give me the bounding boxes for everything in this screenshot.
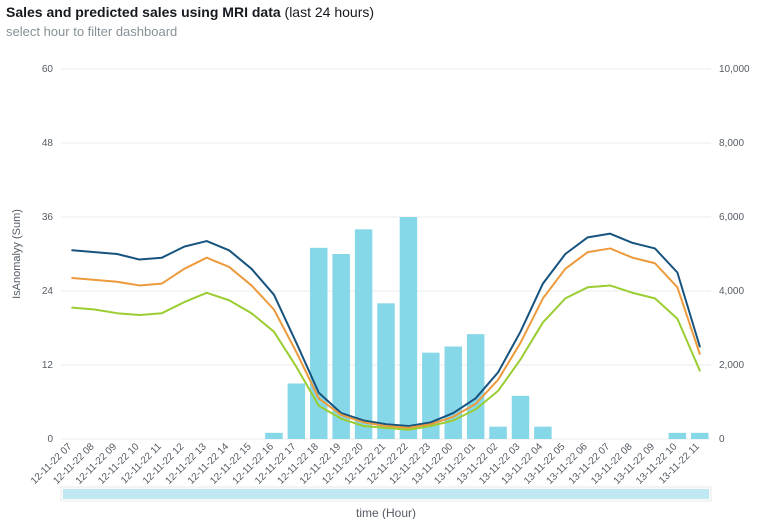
x-axis-label: time (Hour) <box>356 506 416 519</box>
chart-title: Sales and predicted sales using MRI data… <box>6 4 755 22</box>
y-right-tick: 2,000 <box>719 360 744 371</box>
bar[interactable] <box>288 384 305 440</box>
y-left-tick: 0 <box>47 434 53 445</box>
y-left-tick: 12 <box>42 360 54 371</box>
y-left-tick: 36 <box>42 212 54 223</box>
bar[interactable] <box>265 433 282 439</box>
y-right-tick: 10,000 <box>719 64 750 75</box>
y-left-tick: 48 <box>42 138 54 149</box>
bar[interactable] <box>445 347 462 440</box>
y-right-tick: 6,000 <box>719 212 744 223</box>
bar[interactable] <box>355 229 372 439</box>
bar[interactable] <box>489 427 506 439</box>
bar[interactable] <box>467 334 484 439</box>
chart-title-main: Sales and predicted sales using MRI data <box>6 4 281 20</box>
bar[interactable] <box>691 433 708 439</box>
chart-canvas[interactable]: 0 12 24 36 48 60 0 2,000 4,000 6,000 8,000 10,000 12… <box>6 39 755 519</box>
bar[interactable] <box>512 396 529 439</box>
bar[interactable] <box>534 427 551 439</box>
y-right-tick: 8,000 <box>719 138 744 149</box>
bar[interactable] <box>400 217 417 439</box>
y-right-tick: 0 <box>719 434 725 445</box>
y-left-label: IsAnomalyy (Sum) <box>11 209 23 299</box>
time-scrollbar-thumb[interactable] <box>63 489 709 499</box>
bar[interactable] <box>669 433 686 439</box>
x-axis: 12-11-22 0712-11-22 0812-11-22 0912-11-2… <box>29 441 702 487</box>
y-left-tick: 24 <box>42 286 54 297</box>
y-left-tick: 60 <box>42 64 54 75</box>
y-right-tick: 4,000 <box>719 286 744 297</box>
chart-title-suffix: (last 24 hours) <box>285 4 374 20</box>
chart-subtitle: select hour to filter dashboard <box>6 24 755 39</box>
bar[interactable] <box>377 303 394 439</box>
